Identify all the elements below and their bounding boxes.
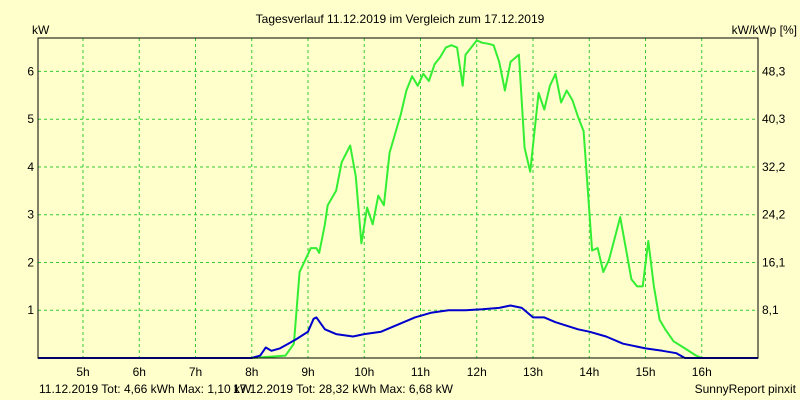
- y-left-tick-label: 1: [27, 303, 34, 317]
- y-left-tick-label: 4: [27, 160, 34, 174]
- grid-lines: [38, 38, 758, 358]
- y-left-tick-label: 2: [27, 255, 34, 269]
- footer-series-11-12: 11.12.2019 Tot: 4,66 kWh Max: 1,10 kW: [39, 382, 252, 396]
- y-axis-left-ticks: 1 2 3 4 5 6: [27, 64, 34, 317]
- x-tick-label: 14h: [579, 365, 599, 379]
- series-group: [38, 39, 758, 359]
- y-axis-right-label: kW/kWp [%]: [732, 23, 797, 37]
- x-tick-label: 11h: [411, 365, 430, 379]
- chart-title: Tagesverlauf 11.12.2019 im Vergleich zum…: [256, 12, 545, 26]
- plot-frame: [37, 37, 759, 359]
- series-line-17-12-2019: [38, 39, 758, 359]
- x-tick-label: 16h: [692, 365, 712, 379]
- x-tick-label: 7h: [189, 365, 202, 379]
- y-right-tick-label: 40,3: [762, 112, 786, 126]
- footer-series-17-12: 17.12.2019 Tot: 28,32 kWh Max: 6,68 kW: [233, 382, 454, 396]
- x-tick-label: 9h: [301, 365, 314, 379]
- x-tick-label: 15h: [635, 365, 655, 379]
- y-right-tick-label: 32,2: [762, 160, 786, 174]
- x-tick-label: 10h: [354, 365, 374, 379]
- x-tick-label: 13h: [523, 365, 543, 379]
- y-axis-left-label: kW: [32, 23, 50, 37]
- x-tick-label: 6h: [133, 365, 146, 379]
- x-axis-ticks: 5h 6h 7h 8h 9h 10h 11h 12h 13h 14h 15h 16h: [76, 365, 711, 379]
- x-tick-label: 5h: [76, 365, 89, 379]
- y-left-tick-label: 6: [27, 64, 34, 78]
- x-tick-label: 12h: [467, 365, 487, 379]
- y-left-tick-label: 3: [27, 208, 34, 222]
- y-axis-right-ticks: 8,1 16,1 24,2 32,2 40,3 48,3: [762, 64, 786, 317]
- y-right-tick-label: 8,1: [762, 303, 779, 317]
- y-right-tick-label: 48,3: [762, 64, 786, 78]
- series-line-11-12-2019: [38, 304, 758, 359]
- y-right-tick-label: 16,1: [762, 255, 786, 269]
- footer-credit: SunnyReport pinxit: [695, 382, 797, 396]
- x-tick-label: 8h: [245, 365, 258, 379]
- y-left-tick-label: 5: [27, 112, 34, 126]
- y-right-tick-label: 24,2: [762, 208, 786, 222]
